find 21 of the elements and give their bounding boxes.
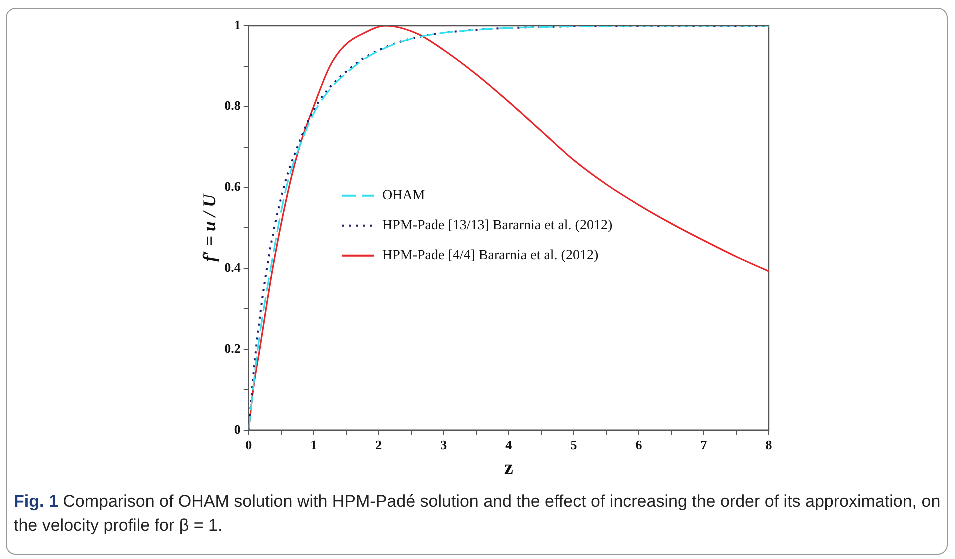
x-tick-label: 2: [376, 438, 382, 453]
x-tick-label: 0: [246, 438, 252, 453]
legend-label: OHAM: [382, 188, 426, 204]
legend-label: HPM-Pade [4/4] Bararnia et al. (2012): [382, 248, 599, 264]
x-tick-label: 8: [766, 438, 773, 453]
y-tick-label: 0.4: [224, 260, 242, 275]
x-tick-label: 1: [310, 438, 318, 453]
y-tick-label: 0.2: [224, 340, 241, 356]
caption: Fig. 1 Comparison of OHAM solution with HPM-Padé solution and the effect of increasing the order of its approximation, on the velocity profile for β = 1.: [14, 491, 942, 537]
y-tick-label: 0: [234, 422, 241, 437]
x-axis-title: z: [504, 457, 514, 480]
x-tick-label: 3: [440, 438, 448, 453]
y-tick-label: 1: [234, 17, 241, 32]
x-tick-label: 5: [570, 438, 578, 453]
y-tick-label: 0.8: [224, 98, 242, 114]
y-tick-label: 0.6: [224, 179, 242, 194]
x-tick-label: 7: [700, 438, 708, 453]
y-axis-title: f′ = u / U: [199, 194, 220, 262]
legend-label: HPM-Pade [13/13] Bararnia et al. (2012): [382, 218, 613, 234]
x-tick-label: 4: [506, 438, 513, 453]
x-tick-label: 6: [636, 438, 643, 453]
